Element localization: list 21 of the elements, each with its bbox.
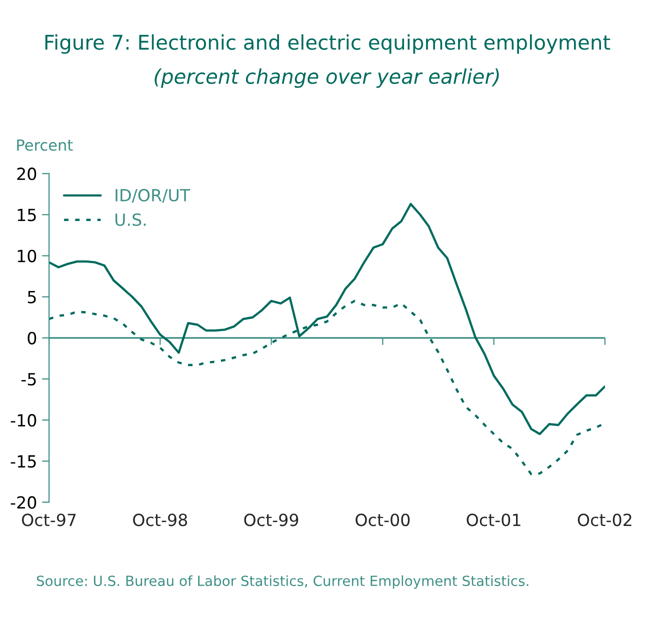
x-tick-label: Oct-02	[578, 514, 632, 526]
chart-subtitle: (percent change over year earlier)	[154, 68, 499, 88]
y-axis-title: Percent	[17, 139, 73, 151]
y-tick-label: -5	[21, 373, 36, 386]
legend-label: U.S.	[116, 213, 146, 226]
x-tick-label: Oct-97	[22, 514, 76, 526]
source-note: Source: U.S. Bureau of Labor Statistics, Current Employment Statistics.	[36, 575, 528, 589]
y-tick-label: 5	[28, 291, 36, 304]
y-tick-label: 15	[18, 208, 36, 222]
y-tick-label: -15	[10, 455, 36, 468]
x-tick-label: Oct-00	[356, 514, 410, 526]
y-tick-label: 20	[17, 168, 36, 180]
legend-label: ID/OR/UT	[116, 188, 190, 203]
chart-title: Figure 7: Electronic and electric equipment employment	[45, 34, 610, 54]
x-tick-label: Oct-98	[133, 514, 188, 526]
y-tick-label: 0	[28, 332, 36, 344]
y-tick-label: -10	[10, 414, 36, 427]
x-tick-label: Oct-99	[244, 514, 298, 526]
y-tick-label: -20	[10, 496, 36, 509]
x-tick-label: Oct-01	[466, 514, 520, 526]
y-tick-label: 10	[18, 250, 36, 262]
